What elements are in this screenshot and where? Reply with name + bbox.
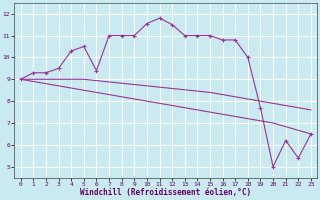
- X-axis label: Windchill (Refroidissement éolien,°C): Windchill (Refroidissement éolien,°C): [80, 188, 252, 197]
